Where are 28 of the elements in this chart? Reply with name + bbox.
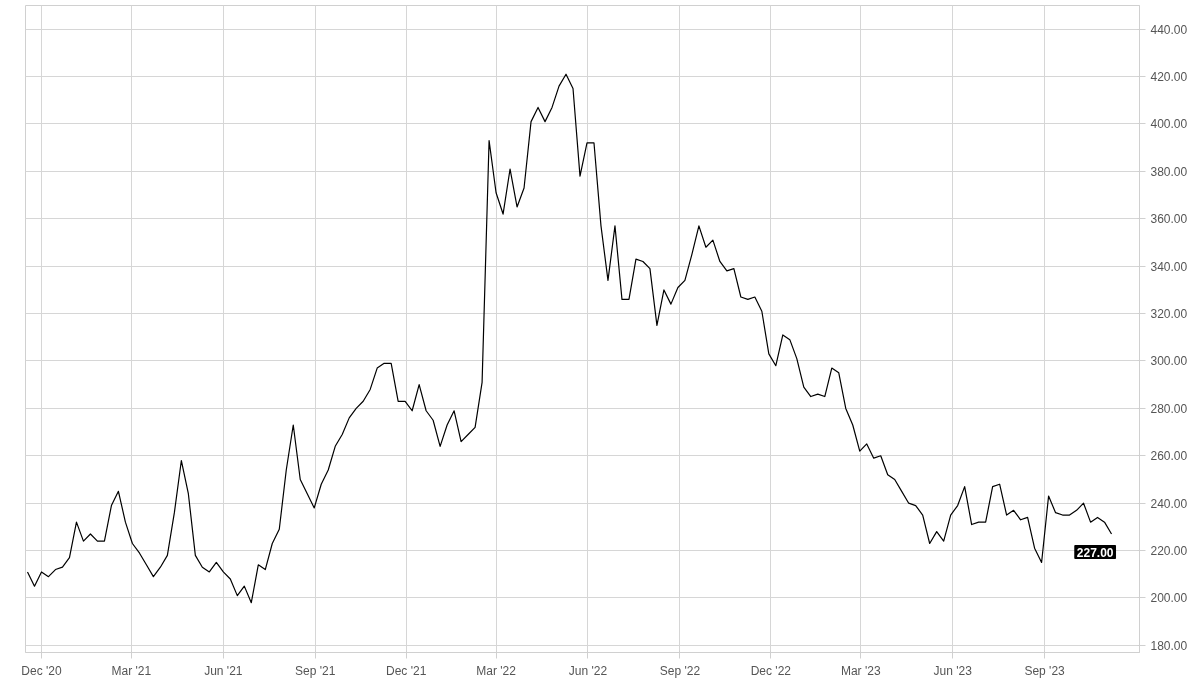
y-tick-label: 360.00 [1150, 212, 1188, 227]
y-tick-label: 440.00 [1150, 22, 1188, 37]
annotation: 227.00 [1076, 545, 1114, 560]
x-tick-label: Mar '21 [111, 663, 152, 678]
y-tick-label: 260.00 [1150, 449, 1188, 464]
line-series [26, 73, 1113, 604]
y-tick-label: 220.00 [1150, 544, 1188, 559]
x-tick-label: Sep '23 [1024, 663, 1066, 678]
y-tick-label: 280.00 [1150, 401, 1188, 416]
x-tick-label: Mar '22 [476, 663, 517, 678]
x-tick-label: Dec '22 [750, 663, 792, 678]
y-tick-label: 240.00 [1150, 496, 1188, 511]
x-tick-label: Mar '23 [840, 663, 881, 678]
x-tick-label: Sep '21 [295, 663, 336, 678]
y-tick-label: 400.00 [1150, 117, 1188, 132]
x-tick-label: Dec '21 [386, 663, 427, 678]
x-tick-label: Jun '22 [568, 663, 608, 678]
x-tick-label: Sep '22 [659, 663, 701, 678]
y-tick-label: 300.00 [1150, 354, 1188, 369]
x-tick-label: Jun '23 [933, 663, 973, 678]
y-tick-label: 380.00 [1150, 164, 1188, 179]
x-tick-label: Dec '20 [21, 663, 62, 678]
y-tick-label: 320.00 [1150, 307, 1188, 322]
y-tick-label: 420.00 [1150, 70, 1188, 85]
x-tick-label: Jun '21 [204, 663, 243, 678]
y-tick-label: 200.00 [1150, 591, 1188, 606]
y-tick-label: 340.00 [1150, 259, 1188, 274]
y-tick-label: 180.00 [1150, 638, 1188, 653]
